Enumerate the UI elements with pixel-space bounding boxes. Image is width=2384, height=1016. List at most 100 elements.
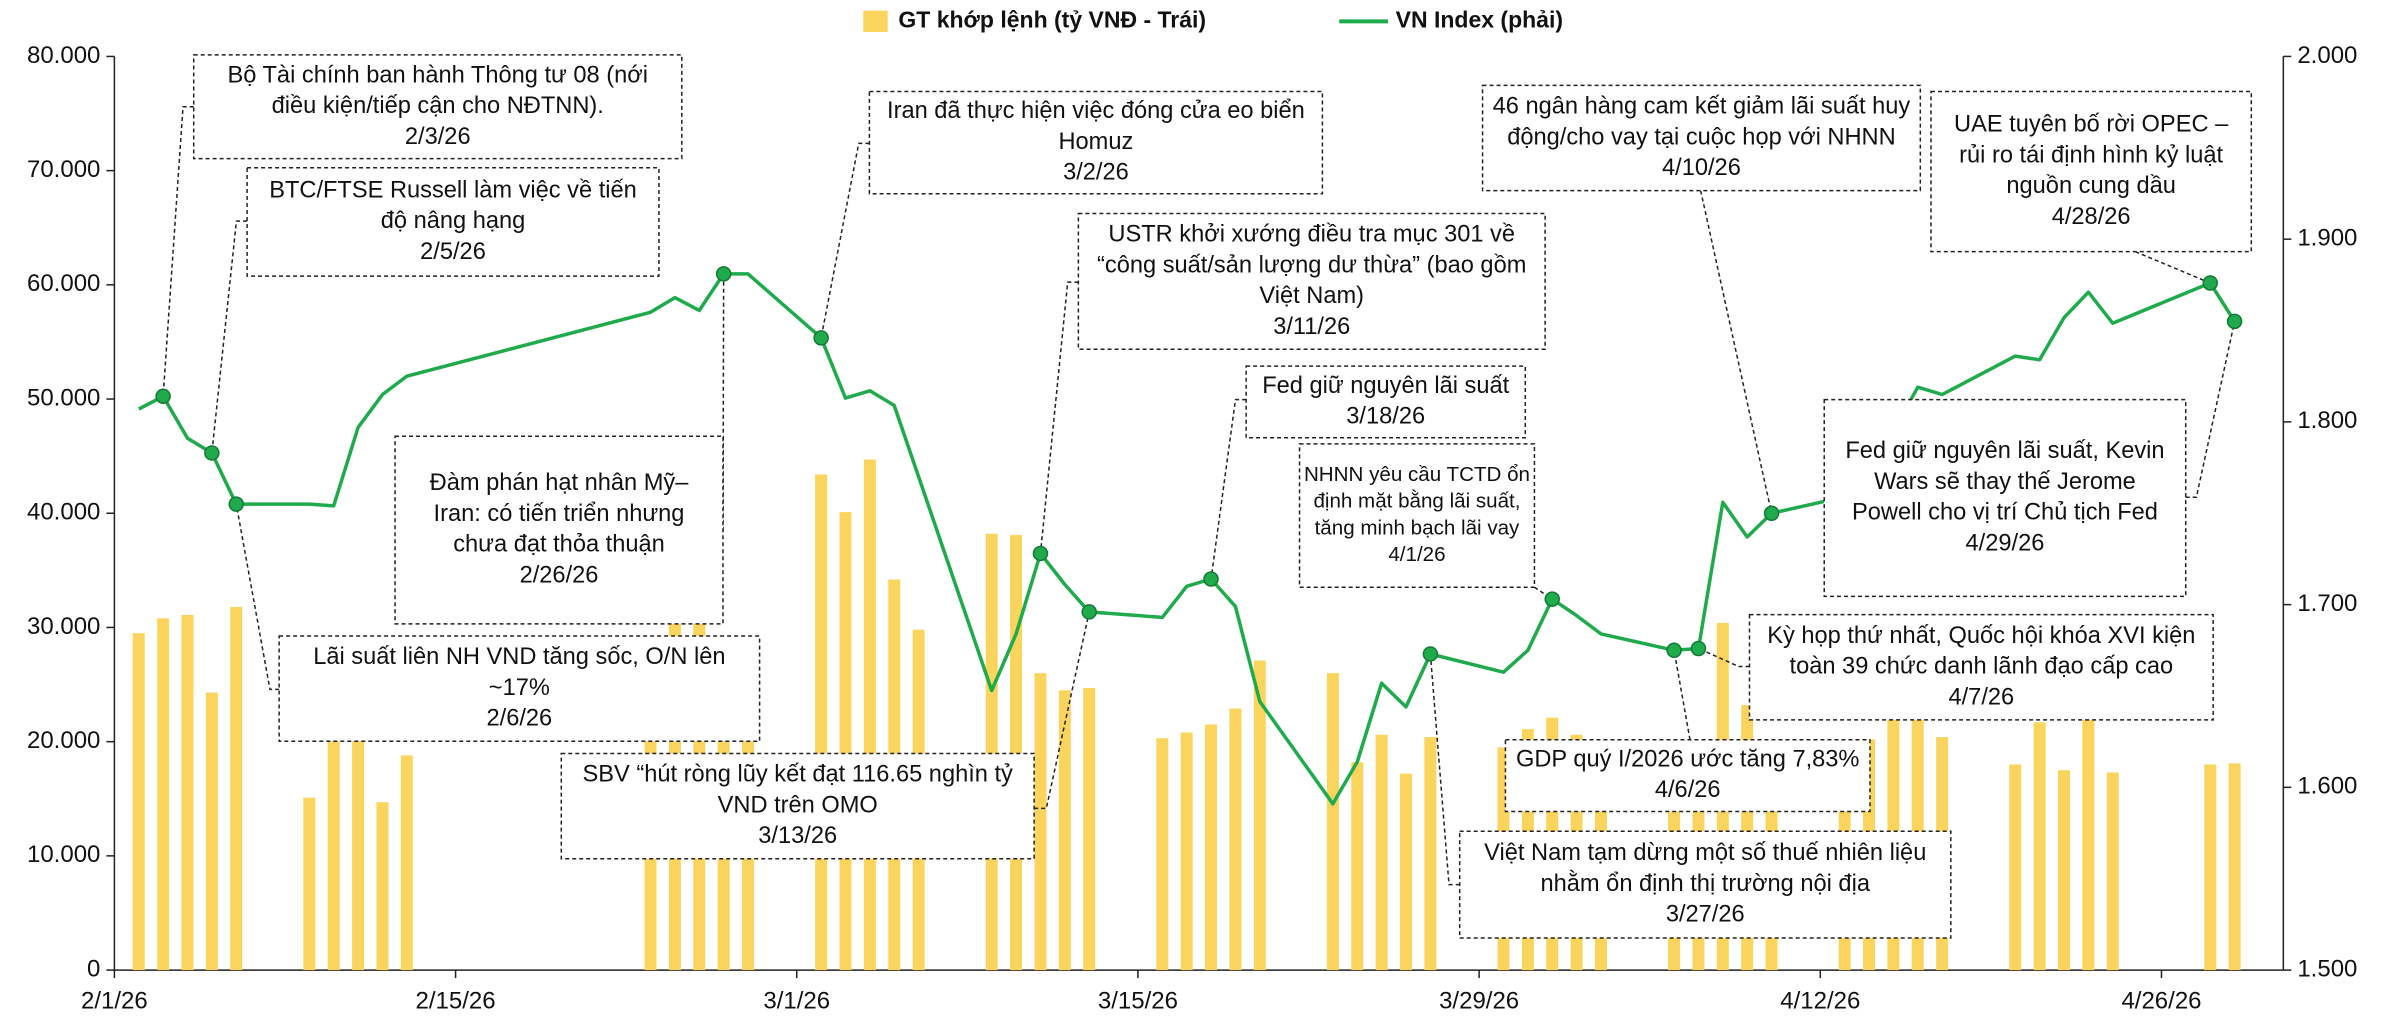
- annotation-date: 4/10/26: [1662, 155, 1741, 181]
- connector: [722, 273, 725, 531]
- y2-tick-label: 1.500: [2297, 955, 2357, 982]
- annotation: Iran đã thực hiện việc đóng cửa eo biển H…: [868, 90, 1324, 195]
- bar: [376, 802, 389, 971]
- annotation-text: 46 ngân hàng cam kết giảm lãi suất huy: [1493, 94, 1911, 120]
- bar: [1058, 690, 1071, 971]
- annotation-date: 2/3/26: [405, 124, 471, 150]
- annotation-text: Việt Nam): [1259, 283, 1364, 309]
- connector: [1699, 190, 1773, 514]
- annotation: Fed giữ nguyên lãi suất 3/18/26: [1245, 365, 1527, 439]
- annotation-box: [1077, 212, 1546, 351]
- annotation-text: động/cho vay tại cuộc họp với NHNN: [1507, 124, 1895, 150]
- annotation-text: Việt Nam tạm dừng một số thuế nhiên liệu: [1484, 840, 1926, 866]
- annotation: NHNN yêu cầu TCTD ổn định mặt bằng lãi su…: [1298, 443, 1536, 588]
- annotation-date: 3/2/26: [1063, 160, 1129, 186]
- bar: [400, 755, 413, 971]
- annotation-date: 4/28/26: [2052, 204, 2131, 230]
- y-tick-label: 40.000: [27, 499, 100, 526]
- annotation-text: Lãi suất liên NH VND tăng sốc, O/N lên: [313, 644, 725, 670]
- bar: [863, 459, 876, 971]
- bar: [1351, 762, 1364, 971]
- x-tick-label: 3/29/26: [1439, 987, 1519, 1014]
- connector: [235, 503, 280, 691]
- event-marker: [228, 496, 244, 512]
- x-tick-label: 3/15/26: [1098, 987, 1178, 1014]
- connector: [162, 106, 194, 397]
- x-tick-label: 4/12/26: [1780, 987, 1860, 1014]
- y-tick-label: 20.000: [27, 727, 100, 754]
- annotation-text: ~17%: [489, 675, 550, 701]
- event-marker: [1081, 604, 1097, 620]
- event-marker: [813, 330, 829, 346]
- annotation-date: 4/7/26: [1948, 684, 2014, 710]
- annotation-text: độ nâng hạng: [381, 208, 526, 234]
- annotation-date: 3/27/26: [1666, 902, 1745, 928]
- annotation-text: định mặt bằng lãi suất,: [1313, 490, 1520, 513]
- connector: [1698, 647, 1750, 668]
- connector: [1429, 653, 1460, 886]
- annotation-text: toàn 39 chức danh lãnh đạo cấp cao: [1790, 654, 2174, 680]
- connector: [1039, 281, 1079, 554]
- connector: [1673, 650, 1691, 740]
- bar: [1253, 660, 1266, 971]
- bar: [1205, 724, 1218, 971]
- annotation-text: Wars sẽ thay thế Jerome: [1874, 469, 2136, 495]
- annotation-text: nhằm ổn định thị trường nội địa: [1541, 870, 1871, 897]
- event-marker: [2202, 275, 2218, 291]
- bar: [1424, 737, 1437, 971]
- event-marker: [1422, 646, 1439, 662]
- annotation-date: 4/1/26: [1388, 543, 1445, 566]
- connector: [820, 142, 870, 338]
- bar: [1156, 738, 1169, 971]
- legend-label: VN Index (phải): [1396, 6, 1563, 32]
- annotation-date: 3/11/26: [1273, 314, 1350, 340]
- bar: [2228, 763, 2241, 971]
- event-marker: [2226, 313, 2243, 330]
- event-marker: [1032, 545, 1049, 562]
- connector: [2185, 321, 2236, 498]
- event-marker: [1763, 505, 1780, 522]
- annotation-text: Kỳ họp thứ nhất, Quốc hội khóa XVI kiện: [1767, 623, 2195, 649]
- annotation-text: GDP quý I/2026 ước tăng 7,83%: [1516, 746, 1859, 772]
- bar: [2033, 722, 2046, 971]
- bar: [2009, 764, 2022, 971]
- y2-tick-label: 1.700: [2297, 590, 2357, 617]
- y-tick-label: 60.000: [27, 270, 100, 297]
- event-marker: [204, 445, 220, 461]
- event-marker: [155, 388, 171, 405]
- annotation-text: BTC/FTSE Russell làm việc về tiến: [269, 177, 637, 203]
- annotation-text: UAE tuyên bố rời OPEC –: [1954, 112, 2229, 138]
- annotation-text: Homuz: [1058, 129, 1133, 155]
- bar: [985, 533, 998, 971]
- bar: [132, 633, 145, 971]
- annotation-text: Iran: có tiến triển nhưng: [434, 501, 685, 527]
- annotation-text: NHNN yêu cầu TCTD ổn: [1304, 463, 1530, 486]
- legend-swatch: [863, 10, 888, 33]
- bar: [815, 474, 828, 971]
- bar: [1083, 687, 1096, 971]
- y2-tick-label: 1.600: [2297, 773, 2357, 800]
- annotation-box: [1930, 90, 2253, 253]
- y-tick-label: 80.000: [27, 42, 100, 69]
- annotation-box: [1245, 365, 1527, 439]
- annotation-date: 4/6/26: [1655, 777, 1721, 803]
- event-marker: [1203, 571, 1219, 587]
- bar: [1034, 673, 1047, 971]
- y-tick-label: 0: [87, 955, 100, 982]
- bar: [2058, 770, 2071, 971]
- annotation-text: Powell cho vị trí Chủ tịch Fed: [1852, 500, 2158, 526]
- annotation-text: Fed giữ nguyên lãi suất: [1262, 373, 1509, 399]
- annotation-box: [192, 54, 683, 160]
- bar: [2204, 764, 2217, 971]
- annotation-text: SBV “hút ròng lũy kết đạt 116.65 nghìn t…: [583, 762, 1014, 788]
- bar: [327, 700, 340, 971]
- annotation: USTR khởi xướng điều tra mục 301 về “công…: [1077, 212, 1546, 351]
- bar: [230, 606, 243, 971]
- x-tick-label: 2/1/26: [81, 987, 148, 1014]
- bar: [181, 614, 194, 971]
- annotation-text: rủi ro tái định hình kỷ luật: [1959, 142, 2223, 168]
- y2-tick-label: 1.900: [2297, 225, 2357, 252]
- annotation-date: 3/18/26: [1346, 404, 1425, 430]
- annotation-date: 2/26/26: [520, 562, 599, 588]
